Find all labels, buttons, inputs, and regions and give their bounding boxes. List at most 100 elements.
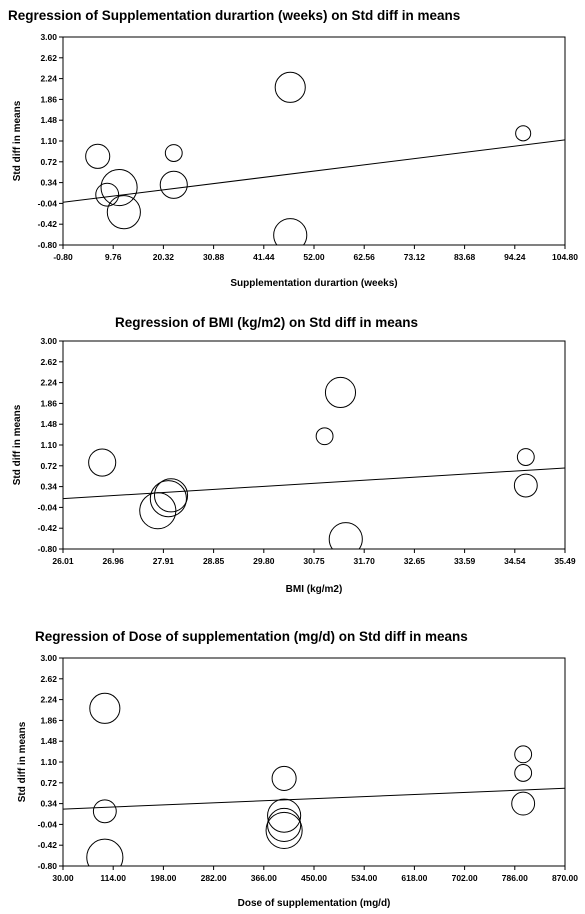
y-tick-label: -0.42 [38, 219, 58, 229]
plot-frame [62, 657, 566, 867]
x-tick-label: 62.56 [354, 252, 376, 262]
data-point [85, 143, 111, 169]
y-tick-label: 0.72 [40, 461, 57, 471]
x-tick-label: 534.00 [351, 873, 377, 883]
y-axis-label: Std diff in means [17, 721, 28, 802]
y-axis-label: Std diff in means [12, 100, 23, 181]
data-point [106, 195, 141, 230]
x-tick-label: 26.01 [52, 556, 74, 566]
chart-title: Regression of Supplementation durartion … [8, 8, 460, 23]
x-tick-label: 30.88 [203, 252, 225, 262]
y-tick-label: 0.34 [40, 178, 57, 188]
data-point [267, 807, 302, 843]
y-tick-label: 1.10 [40, 440, 57, 450]
y-tick-label: -0.04 [38, 198, 58, 208]
data-point [274, 71, 306, 103]
x-tick-label: -0.80 [53, 252, 73, 262]
x-tick-label: 28.85 [203, 556, 225, 566]
plot-frame [62, 340, 566, 550]
data-point [514, 745, 533, 764]
data-point [89, 692, 121, 724]
y-tick-label: 1.48 [40, 736, 57, 746]
x-tick-label: 35.49 [554, 556, 576, 566]
x-tick-label: 26.96 [103, 556, 125, 566]
data-point [267, 798, 302, 833]
x-tick-label: 30.75 [303, 556, 325, 566]
data-point [516, 448, 535, 466]
x-tick-label: 786.00 [502, 873, 528, 883]
data-point [88, 448, 117, 477]
y-tick-label: 1.86 [40, 398, 57, 408]
data-points [85, 71, 532, 245]
data-point [273, 218, 308, 245]
y-tick-label: 2.62 [40, 53, 57, 63]
data-point [164, 144, 183, 162]
data-point [139, 492, 177, 530]
y-tick-label: 0.72 [40, 778, 57, 788]
x-tick-label: 618.00 [401, 873, 427, 883]
chart-title: Regression of BMI (kg/m2) on Std diff in… [115, 315, 418, 330]
y-tick-label: 2.62 [40, 357, 57, 367]
data-point [153, 478, 189, 513]
chart-panel-1: Regression of Supplementation durartion … [8, 8, 578, 289]
data-point [100, 168, 138, 207]
x-tick-label: 94.24 [504, 252, 526, 262]
x-tick-label: 29.80 [253, 556, 275, 566]
y-tick-label: -0.04 [38, 502, 58, 512]
x-tick-label: 31.70 [354, 556, 376, 566]
y-tick-label: 0.72 [40, 157, 57, 167]
data-point [92, 799, 117, 824]
x-tick-label: 27.91 [153, 556, 175, 566]
x-tick-label: 20.32 [153, 252, 175, 262]
data-point [514, 764, 533, 782]
y-tick-label: 0.34 [40, 799, 57, 809]
x-tick-label: 282.00 [201, 873, 227, 883]
x-tick-label: 73.12 [404, 252, 426, 262]
data-point [515, 125, 532, 142]
plot-frame [62, 36, 566, 246]
y-tick-label: 2.24 [40, 695, 57, 705]
data-point [328, 522, 363, 549]
data-point [95, 182, 120, 207]
x-tick-label: 52.00 [303, 252, 325, 262]
regression-line [63, 467, 565, 500]
data-points [88, 376, 538, 549]
x-tick-label: 870.00 [552, 873, 578, 883]
y-tick-label: -0.80 [38, 240, 58, 250]
x-axis-label: Dose of supplementation (mg/d) [238, 898, 391, 909]
x-tick-label: 104.80 [552, 252, 578, 262]
data-point [159, 170, 188, 199]
chart-title: Regression of Dose of supplementation (m… [35, 629, 468, 644]
y-tick-label: 0.34 [40, 482, 57, 492]
x-tick-label: 32.65 [404, 556, 426, 566]
y-tick-label: 3.00 [40, 653, 57, 663]
x-tick-label: 114.00 [100, 873, 126, 883]
y-tick-label: 1.10 [40, 757, 57, 767]
data-point [324, 376, 357, 409]
x-tick-label: 702.00 [452, 873, 478, 883]
y-tick-label: 2.62 [40, 674, 57, 684]
y-tick-label: 1.48 [40, 419, 57, 429]
data-point [265, 811, 303, 849]
x-tick-label: 9.76 [105, 252, 122, 262]
y-tick-label: 1.86 [40, 94, 57, 104]
data-point [315, 427, 334, 446]
x-axis-label: Supplementation durartion (weeks) [230, 278, 397, 289]
x-tick-label: 33.59 [454, 556, 476, 566]
x-tick-label: 34.54 [504, 556, 526, 566]
x-tick-label: 450.00 [301, 873, 327, 883]
y-tick-label: 1.48 [40, 115, 57, 125]
x-tick-label: 198.00 [150, 873, 176, 883]
data-point [86, 838, 124, 866]
y-tick-label: -0.04 [38, 819, 58, 829]
y-tick-label: 3.00 [40, 336, 57, 346]
data-point [511, 791, 536, 816]
y-tick-label: 2.24 [40, 378, 57, 388]
chart-panel-2: Regression of BMI (kg/m2) on Std diff in… [12, 315, 576, 595]
y-tick-label: 1.10 [40, 136, 57, 146]
y-tick-label: -0.42 [38, 523, 58, 533]
data-points [86, 692, 536, 866]
data-point [271, 765, 297, 791]
y-tick-label: 3.00 [40, 32, 57, 42]
